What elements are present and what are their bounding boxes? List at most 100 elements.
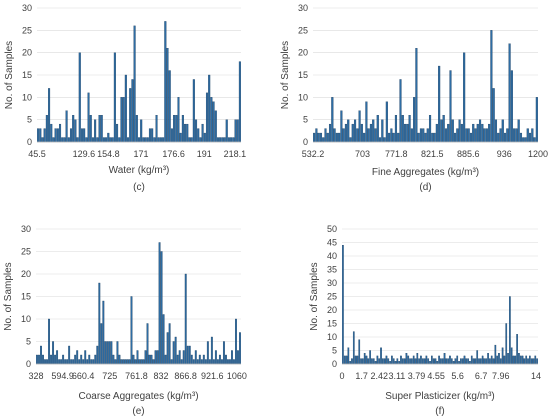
bar [447, 123, 450, 143]
bar [190, 137, 193, 143]
bar [203, 132, 206, 143]
bar [408, 115, 411, 143]
bar [480, 358, 482, 365]
bar [532, 358, 535, 365]
bar [499, 128, 502, 143]
bar [148, 128, 151, 143]
bar [442, 115, 445, 143]
bar [328, 123, 332, 143]
bar [229, 359, 231, 365]
bar [342, 128, 345, 143]
bar [102, 137, 105, 143]
bar [494, 344, 497, 365]
x-tick-label: 218.1 [224, 149, 247, 159]
bar [56, 128, 59, 143]
bar [434, 358, 437, 365]
y-tick-label: 10 [22, 92, 32, 102]
bar [144, 350, 147, 365]
bar [450, 358, 453, 365]
bar [67, 137, 70, 143]
bar [488, 123, 491, 143]
bar [237, 350, 239, 365]
bar [219, 137, 222, 143]
bar [92, 359, 95, 365]
y-tick-label: 20 [298, 48, 308, 58]
bar [198, 354, 201, 365]
x-tick-label: 660.4 [72, 371, 95, 381]
x-tick-label: 761.8 [125, 371, 148, 381]
bar [82, 359, 85, 365]
bar [59, 123, 62, 143]
bar [176, 354, 179, 365]
bar [394, 115, 398, 143]
bar [517, 119, 520, 143]
y-tick-label: 15 [327, 319, 337, 329]
bar [90, 359, 93, 365]
bar [122, 97, 125, 143]
bar [356, 128, 359, 143]
bar [331, 97, 334, 143]
bar [227, 359, 229, 365]
x-tick-label: 532.2 [302, 149, 325, 159]
panel-label: (f) [435, 406, 444, 416]
bar [417, 132, 420, 143]
bar [507, 353, 509, 365]
bar [362, 358, 364, 365]
x-axis-title: Coarse Aggregates (kg/m³) [78, 391, 198, 402]
bar [406, 123, 409, 143]
bar [100, 115, 103, 143]
bar [344, 123, 348, 143]
bar [365, 101, 368, 143]
bar [223, 137, 226, 143]
bar [465, 128, 468, 143]
bar [126, 359, 129, 365]
bar [521, 355, 524, 365]
bar [481, 123, 484, 143]
bar [487, 353, 489, 365]
bar [513, 128, 516, 143]
bar [518, 353, 520, 365]
y-tick-label: 15 [21, 292, 31, 302]
bar [381, 119, 384, 143]
bar [150, 354, 153, 365]
bar [181, 115, 184, 143]
bar [317, 132, 320, 143]
bar [186, 123, 189, 143]
bar [184, 273, 187, 365]
y-tick-label: 5 [26, 337, 31, 347]
bar [170, 128, 173, 143]
x-tick-label: 885.6 [457, 149, 480, 159]
bar [531, 128, 534, 143]
bar [516, 334, 518, 365]
bar [120, 97, 123, 143]
bar [449, 70, 452, 143]
bar [515, 128, 518, 143]
bar [160, 251, 163, 365]
bar [478, 358, 480, 365]
bar [84, 350, 87, 365]
bar [98, 115, 101, 143]
bar [218, 354, 221, 365]
bar [469, 361, 471, 365]
bar [212, 101, 215, 143]
bar [499, 358, 502, 365]
bar [452, 361, 455, 365]
bar [221, 137, 224, 143]
bar [190, 354, 193, 365]
bar [409, 358, 411, 365]
bar [319, 132, 323, 143]
x-tick-label: 725 [102, 371, 117, 381]
y-tick-label: 10 [298, 92, 308, 102]
bar [204, 359, 207, 365]
bar [420, 355, 422, 365]
bar [415, 48, 418, 143]
y-tick-label: 0 [332, 359, 337, 369]
bar [440, 119, 443, 143]
bar [453, 132, 457, 143]
bar [432, 358, 435, 365]
y-tick-label: 25 [327, 292, 337, 302]
bar [222, 341, 225, 365]
bar [168, 323, 171, 365]
y-axis-title: No. of Samples [309, 262, 320, 330]
bar [465, 358, 468, 365]
